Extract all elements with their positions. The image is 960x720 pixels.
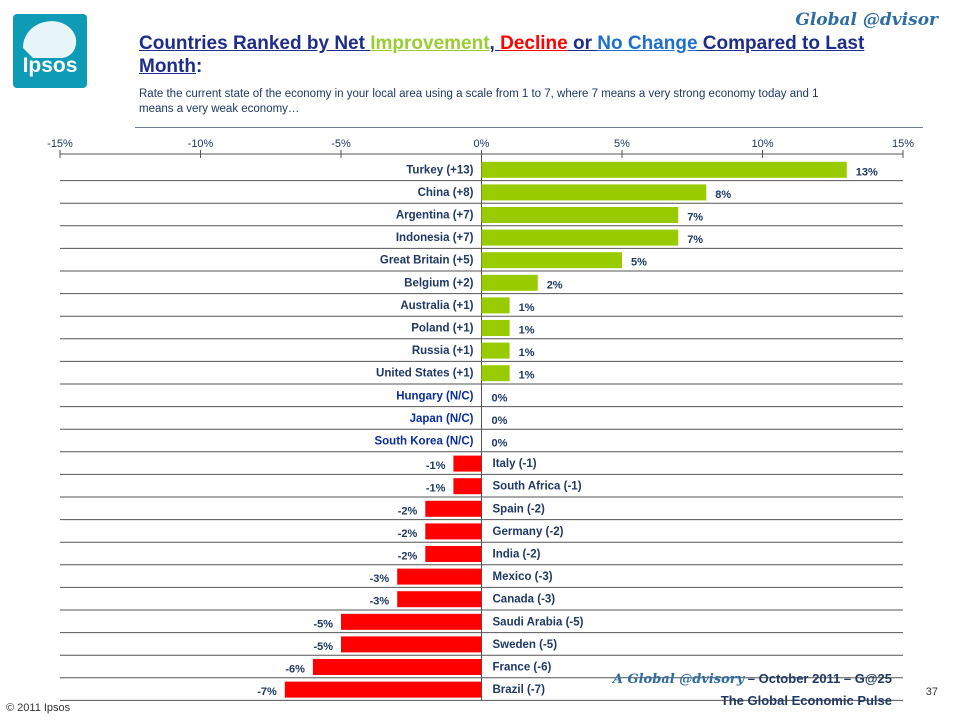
x-tick-label: -10% (188, 138, 214, 150)
data-label: -2% (398, 551, 418, 563)
title-part: or (567, 33, 598, 54)
x-tick-label: 15% (892, 138, 914, 150)
page-title: Countries Ranked by Net Improvement, Dec… (139, 32, 919, 78)
footer-pulse: The Global Economic Pulse (720, 693, 892, 708)
bar-positive (481, 274, 538, 291)
data-label: -2% (398, 528, 418, 540)
category-label: Turkey (+13) (406, 164, 473, 176)
data-label: 1% (519, 325, 535, 337)
bar-negative (453, 455, 482, 472)
copyright: © 2011 Ipsos (6, 702, 71, 714)
data-label: 7% (687, 234, 703, 246)
category-label: Spain (-2) (493, 503, 546, 515)
data-label: -3% (370, 573, 390, 585)
category-label: Mexico (-3) (493, 571, 553, 583)
category-label: Canada (-3) (493, 594, 556, 606)
data-label: -1% (426, 460, 446, 472)
bar-negative (425, 523, 482, 540)
data-label: 2% (547, 279, 563, 291)
category-label: Australia (+1) (400, 300, 473, 312)
footer-gdvisory: A Global @dvisory (612, 672, 745, 687)
category-label: Italy (-1) (493, 458, 537, 470)
category-label: Japan (N/C) (410, 413, 474, 425)
bar-positive (481, 252, 622, 269)
data-label: 8% (715, 189, 731, 201)
data-label: 13% (856, 166, 878, 178)
bar-positive (481, 342, 510, 359)
bar-negative (425, 546, 482, 562)
bar-positive (481, 297, 510, 314)
data-label: 5% (631, 257, 647, 269)
data-label: 0% (492, 415, 508, 427)
category-label: Belgium (+2) (404, 277, 474, 289)
data-label: 0% (492, 438, 508, 450)
bar-negative (312, 659, 482, 675)
bar-positive (481, 207, 679, 223)
title-part: , (489, 33, 501, 54)
bar-negative (284, 681, 482, 698)
bar-positive (481, 161, 847, 178)
bar-negative (453, 478, 482, 495)
category-label: China (+8) (418, 187, 474, 199)
bar-positive (481, 184, 707, 201)
title-part-improvement: Improvement (370, 33, 490, 54)
footer-source: A Global @dvisory – October 2011 – G@25 (613, 671, 892, 687)
logo-silhouette-icon (23, 21, 77, 59)
data-label: -2% (398, 505, 418, 517)
data-label: -6% (285, 664, 305, 676)
data-label: -7% (257, 686, 277, 698)
category-label: Saudi Arabia (-5) (493, 616, 584, 628)
category-label: Great Britain (+5) (380, 255, 474, 267)
data-label: 0% (492, 392, 508, 404)
ipsos-logo: Ipsos (13, 14, 87, 88)
category-label: Indonesia (+7) (396, 232, 474, 244)
bar-negative (425, 500, 482, 517)
category-label: Brazil (-7) (493, 684, 546, 696)
category-label: France (-6) (493, 662, 552, 674)
bar-negative (397, 591, 482, 608)
data-label: -5% (313, 641, 333, 653)
logo-text: Ipsos (22, 54, 78, 77)
x-tick-label: 10% (751, 138, 773, 150)
category-label: India (-2) (493, 549, 541, 561)
title-colon: : (195, 56, 203, 77)
title-divider (135, 127, 923, 128)
brand-label: Global @dvisor (795, 10, 938, 30)
bar-positive (481, 320, 510, 336)
title-part: Compared to Last Month (139, 33, 865, 77)
title-part-no-change: No Change (597, 33, 698, 54)
data-label: -5% (313, 618, 333, 630)
title-part: Countries Ranked by Net (139, 33, 371, 54)
category-label: South Africa (-1) (493, 481, 582, 493)
x-tick-label: 0% (474, 138, 490, 150)
bar-positive (481, 229, 679, 246)
data-label: -3% (370, 596, 390, 608)
bar-negative (341, 636, 482, 653)
data-label: 1% (519, 370, 535, 382)
x-tick-label: -15% (47, 138, 73, 150)
bar-negative (341, 613, 482, 630)
footer-date: – October 2011 – G@25 (744, 671, 892, 686)
title-part-decline: Decline (500, 33, 568, 54)
data-label: 1% (519, 347, 535, 359)
bar-positive (481, 365, 510, 382)
data-label: 1% (519, 302, 535, 314)
bar-negative (397, 568, 482, 585)
category-label: Poland (+1) (411, 323, 473, 335)
category-label: Germany (-2) (493, 526, 564, 538)
x-tick-label: 5% (614, 138, 630, 150)
category-label: United States (+1) (376, 368, 474, 380)
category-label: South Korea (N/C) (374, 436, 473, 448)
category-label: Argentina (+7) (396, 210, 474, 222)
x-tick-label: -5% (331, 138, 351, 150)
category-label: Russia (+1) (412, 345, 474, 357)
data-label: -1% (426, 483, 446, 495)
page-number: 37 (925, 686, 938, 698)
question-text: Rate the current state of the economy in… (139, 88, 819, 115)
data-label: 7% (687, 212, 703, 224)
category-label: Sweden (-5) (493, 639, 558, 651)
category-label: Hungary (N/C) (396, 390, 473, 402)
